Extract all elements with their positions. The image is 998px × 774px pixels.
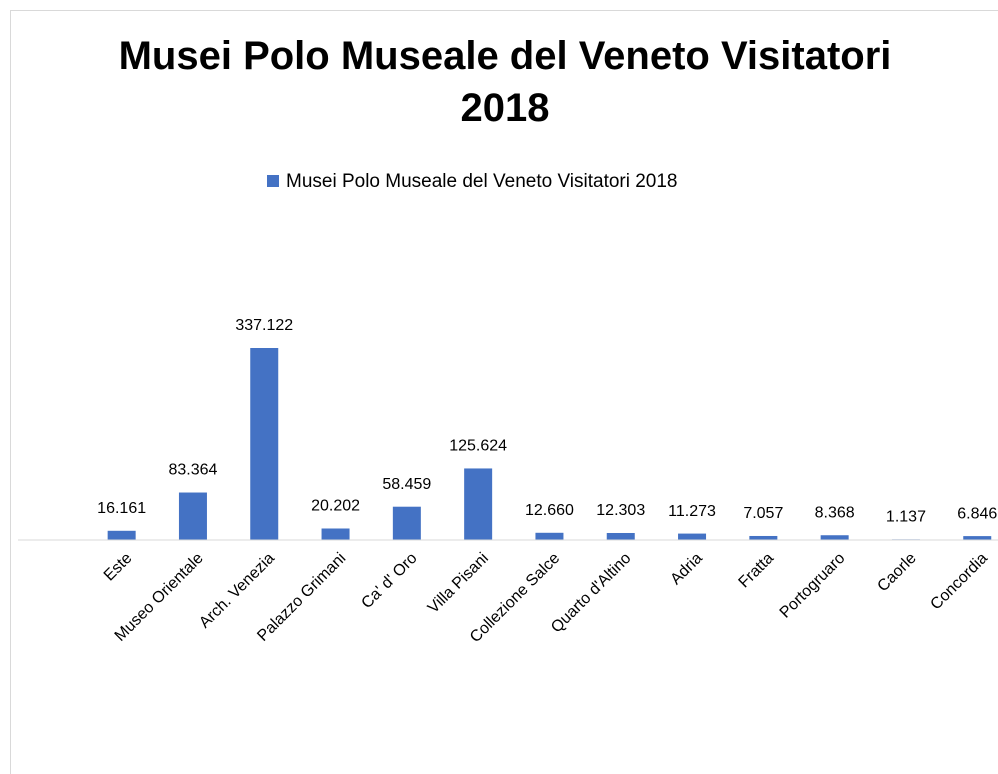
x-tick-label: Adria [667,550,706,589]
data-label: 125.624 [449,438,507,455]
data-label: 58.459 [382,476,431,493]
x-tick-label: Caorle [874,550,919,595]
bar [464,468,493,540]
x-tick-label: Portogruaro [777,550,849,622]
data-label: 16.161 [97,500,146,517]
data-label: 1.137 [886,509,926,526]
bar [178,492,207,540]
legend-swatch [267,175,279,187]
data-label: 83.364 [168,462,217,479]
bar [820,535,849,540]
bar [107,530,136,540]
x-tick-label: Villa Pisani [425,550,492,617]
chart-frame [10,10,998,774]
data-label: 337.122 [235,317,293,334]
data-label: 11.273 [668,503,716,520]
bar [250,348,279,540]
data-label: 8.368 [815,504,855,521]
data-label: 12.303 [596,502,645,519]
bar [963,536,992,540]
data-label: 12.660 [525,502,574,519]
bar [606,532,635,540]
data-label: 7.057 [743,505,783,522]
data-label: 20.202 [311,498,360,515]
x-tick-label: Ca' d' Oro [358,550,420,612]
data-label: 6.846 [957,505,997,522]
bar [535,532,564,540]
chart-title: Musei Polo Museale del Veneto Visitatori… [118,34,892,130]
bar [321,528,350,540]
legend-label: Musei Polo Museale del Veneto Visitatori… [286,171,678,192]
bar [392,506,421,540]
x-tick-label: Arch. Venezia [196,550,278,632]
x-tick-label: Este [101,550,136,585]
bar [749,535,778,540]
bar [678,533,707,540]
x-tick-label: Concordia [927,550,991,614]
x-tick-label: Fratta [736,550,778,592]
